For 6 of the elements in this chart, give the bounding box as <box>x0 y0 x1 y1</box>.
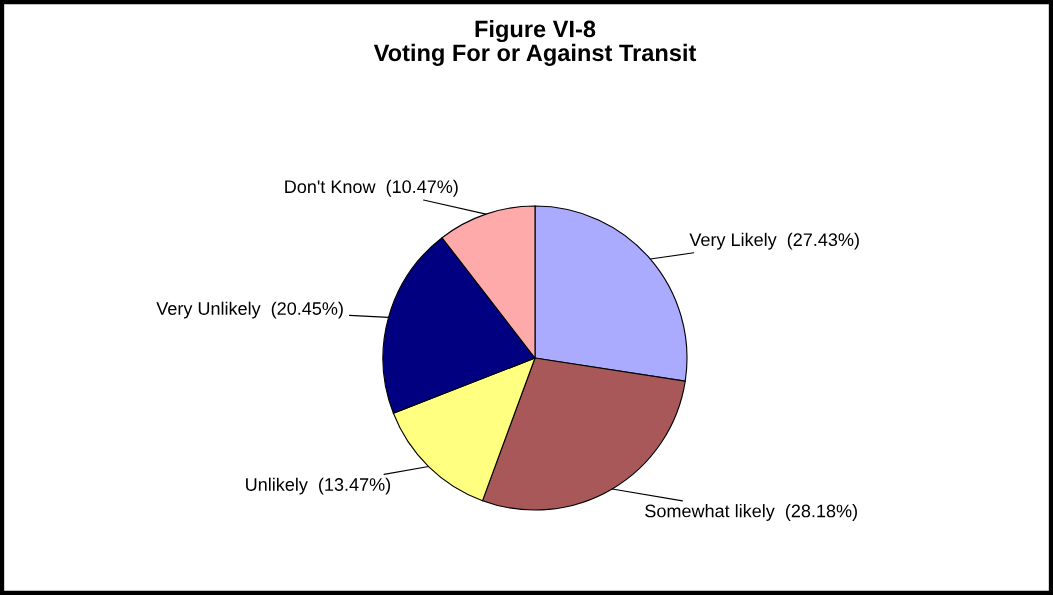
slice-label: Unlikely (13.47%) <box>246 477 391 495</box>
slice-label: Somewhat likely (28.18%) <box>645 504 857 521</box>
slice-label: Don't Know (10.47%) <box>285 179 458 197</box>
slice-label: Very Likely (27.43%) <box>689 232 859 250</box>
slice-label: Very Unlikely (20.45%) <box>156 301 343 319</box>
chart-title: Figure VI-8 Voting For or Against Transit <box>373 20 697 66</box>
